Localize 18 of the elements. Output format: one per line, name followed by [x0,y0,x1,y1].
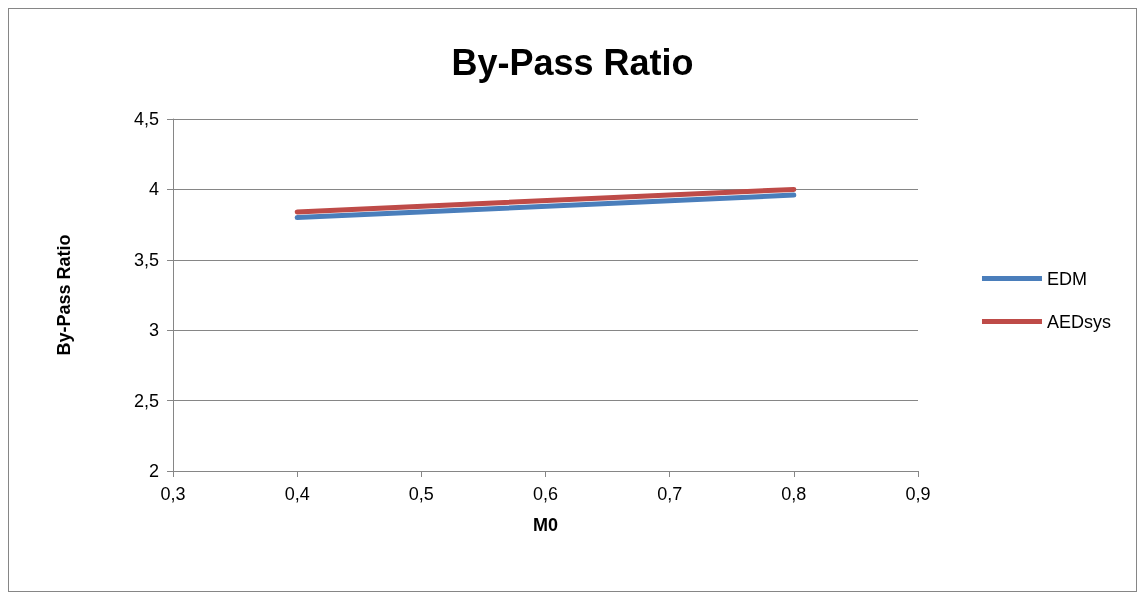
x-tick-label: 0,8 [781,484,807,504]
x-axis-title: M0 [532,515,559,535]
legend-label: AEDsys [1046,311,1111,332]
x-tick-label: 0,3 [160,484,186,504]
y-tick-label: 4 [148,179,159,200]
y-tick-label: 4,5 [133,109,159,129]
y-tick-label: 2,5 [133,390,159,411]
x-tick-label: 0,7 [657,484,683,504]
chart-title: By-Pass Ratio [451,41,694,83]
y-tick-label: 2 [148,461,159,481]
x-tick-label: 0,5 [408,484,434,504]
y-tick-label: 3,5 [133,249,159,270]
legend-label: EDM [1046,268,1087,289]
y-axis-title: By-Pass Ratio [54,234,74,356]
x-tick-label: 0,4 [284,484,310,504]
x-tick-label: 0,9 [905,484,931,504]
y-tick-label: 3 [148,320,159,341]
x-tick-label: 0,6 [532,484,559,504]
